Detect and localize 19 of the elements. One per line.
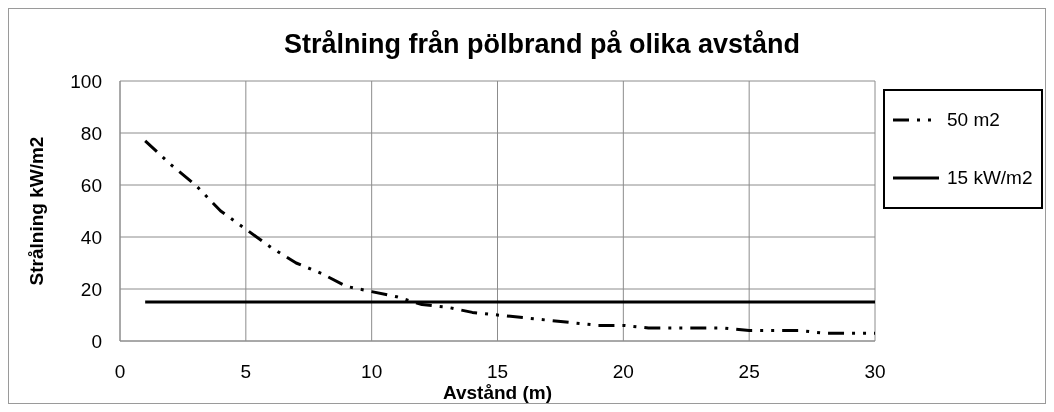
y-tick-label: 100 <box>70 70 102 92</box>
y-tick-label: 60 <box>80 174 102 196</box>
x-tick-label: 20 <box>612 361 634 383</box>
line-series <box>143 139 875 335</box>
x-tick-label: 0 <box>114 361 126 383</box>
x-tick-label: 25 <box>738 361 760 383</box>
x-tick-label: 30 <box>864 361 886 383</box>
y-tick-label: 40 <box>80 226 102 248</box>
y-axis-title: Strålning kW/m2 <box>25 136 47 286</box>
y-tick-label: 0 <box>91 330 102 352</box>
legend-label: 50 m2 <box>947 109 1000 130</box>
x-axis-title: Avstånd (m) <box>442 382 553 403</box>
y-tick-label: 20 <box>80 278 102 300</box>
chart-title: Strålning från pölbrand på olika avstånd <box>283 29 801 59</box>
x-tick-label: 15 <box>486 361 509 383</box>
y-tick-label: 80 <box>80 122 102 144</box>
legend-label: 15 kW/m2 <box>947 167 1033 188</box>
x-tick-label: 10 <box>361 361 383 383</box>
x-tick-label: 5 <box>240 361 252 383</box>
